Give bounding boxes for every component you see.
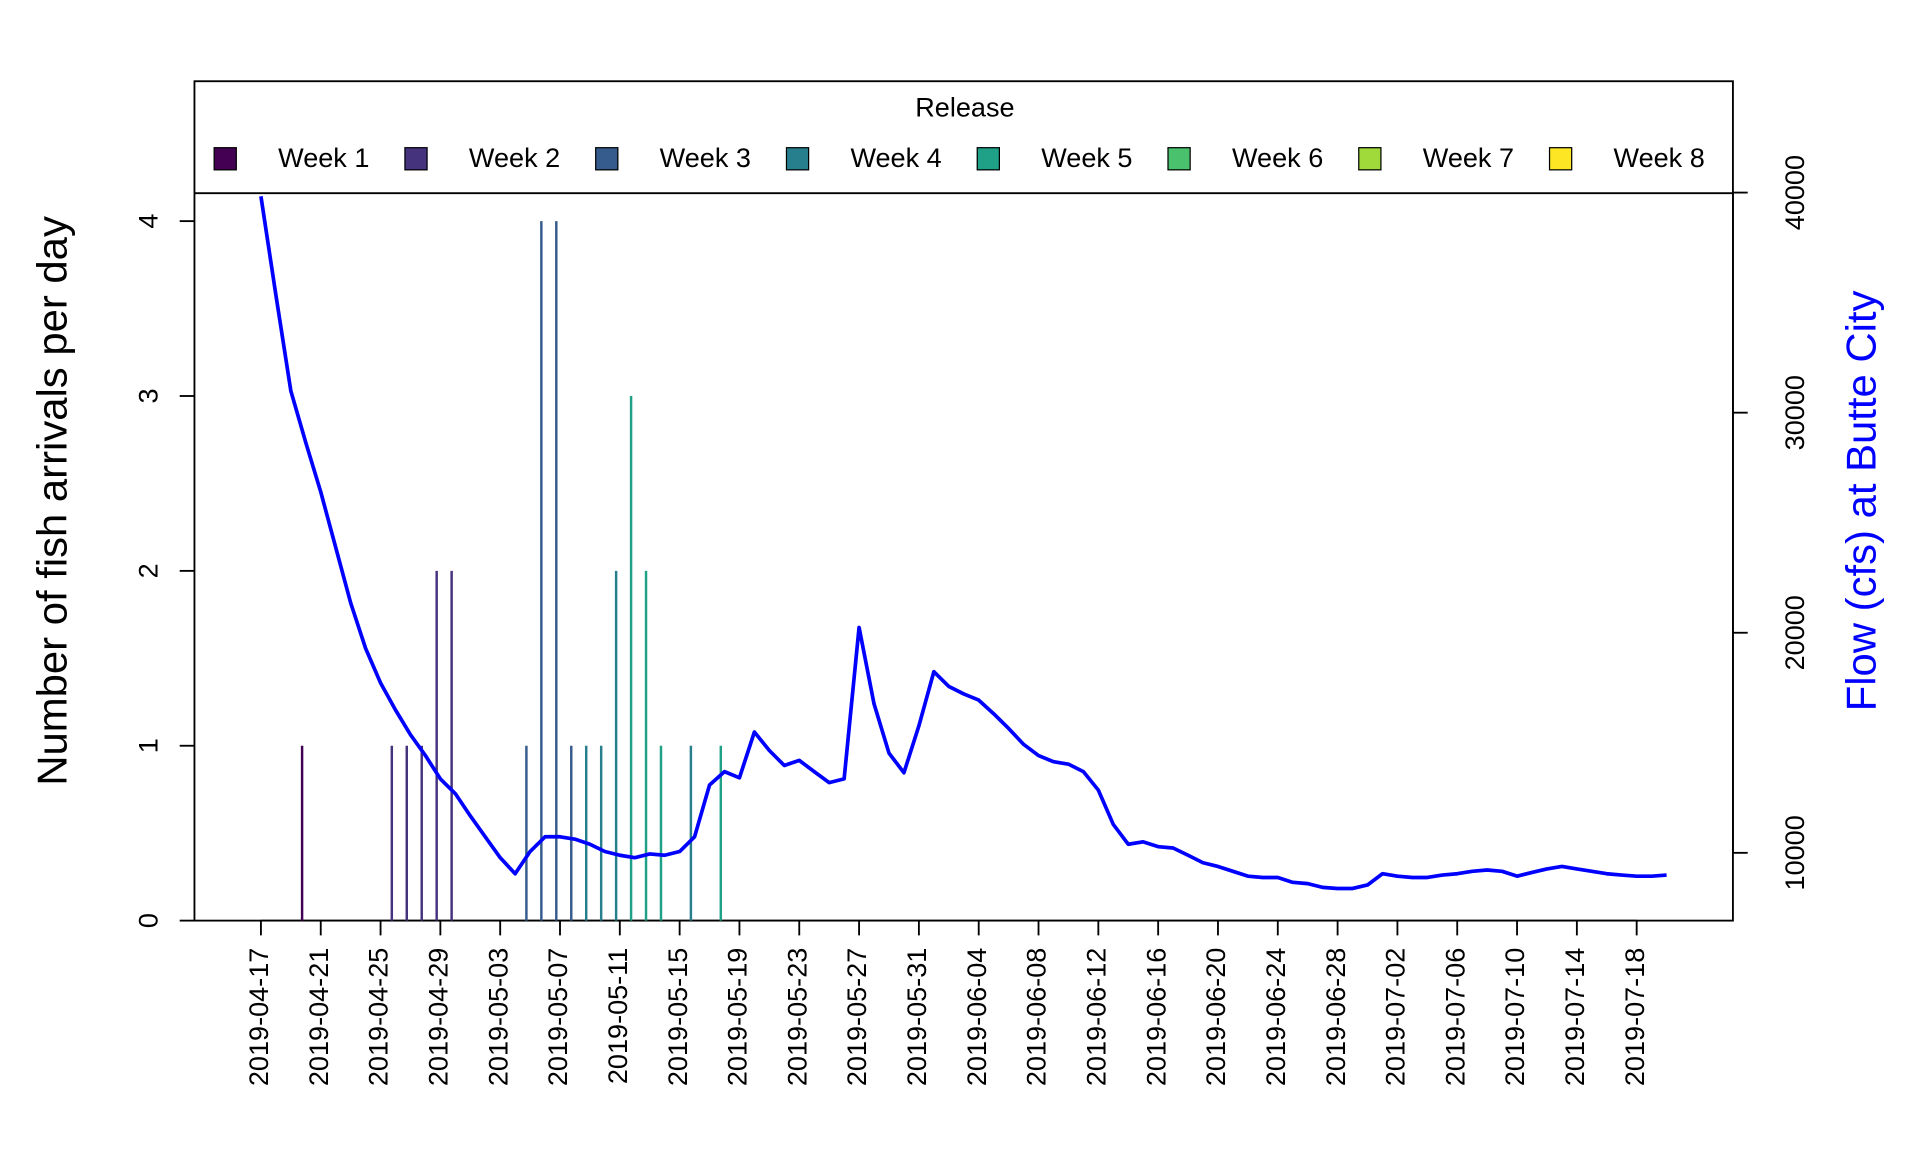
legend-label: Week 4 [850,142,941,173]
x-tick-label: 2019-07-10 [1499,948,1530,1086]
x-tick-label: 2019-05-27 [841,948,872,1086]
x-tick-label: 2019-06-28 [1320,948,1351,1086]
x-tick-label: 2019-05-07 [542,948,573,1086]
x-tick-label: 2019-06-16 [1140,948,1171,1086]
y2-tick-label: 10000 [1779,815,1810,890]
legend-label: Week 8 [1614,142,1705,173]
y2-tick-label: 20000 [1779,595,1810,670]
x-tick-label: 2019-06-20 [1200,948,1231,1086]
legend-swatch [976,147,1001,171]
x-tick-label: 2019-07-02 [1380,948,1411,1086]
x-tick-label: 2019-06-04 [961,948,992,1086]
plot-frame [193,80,1734,922]
legend-swatch [595,147,619,171]
x-tick-label: 2019-05-19 [722,948,753,1086]
x-tick-label: 2019-06-24 [1260,948,1291,1086]
y2-axis-title: Flow (cfs) at Butte City [1838,290,1885,711]
x-tick-label: 2019-05-11 [602,948,633,1084]
x-tick-label: 2019-04-29 [423,948,454,1086]
flow-line [259,196,1667,891]
x-tick-label: 2019-05-03 [482,948,513,1086]
x-tick-label: 2019-04-25 [363,948,394,1086]
legend-swatch [1167,147,1191,171]
legend-label: Week 6 [1232,142,1323,173]
legend-label: Week 3 [660,142,751,173]
x-tick-label: 2019-05-23 [781,948,812,1086]
legend-swatch [213,147,237,171]
x-tick-label: 2019-07-06 [1439,948,1470,1086]
y-tick-label: 4 [132,214,163,229]
x-tick-label: 2019-07-14 [1559,948,1590,1086]
x-tick-label: 2019-04-17 [243,948,274,1086]
y2-tick-label: 40000 [1779,155,1810,230]
x-tick-label: 2019-05-31 [901,948,932,1086]
legend-title: Release [915,92,1014,123]
y-tick-label: 3 [132,388,163,403]
y2-tick-label: 30000 [1779,375,1810,450]
y-tick-label: 0 [132,913,163,928]
y-axis-title: Number of fish arrivals per day [28,216,75,786]
legend-swatch [1548,147,1573,171]
x-tick-label: 2019-06-08 [1021,948,1052,1086]
x-tick-label: 2019-07-18 [1619,948,1650,1086]
legend-swatch [1358,147,1382,171]
x-tick-label: 2019-05-15 [662,948,693,1086]
legend-label: Week 7 [1423,142,1514,173]
legend-swatch [404,147,428,171]
legend-label: Week 5 [1041,142,1132,173]
legend-label: Week 2 [469,142,560,173]
legend-swatch [785,147,810,171]
y-tick-label: 1 [132,738,163,753]
y-tick-label: 2 [132,563,163,578]
x-tick-label: 2019-06-12 [1080,948,1111,1086]
legend-label: Week 1 [278,142,369,173]
x-tick-label: 2019-04-21 [303,948,334,1086]
